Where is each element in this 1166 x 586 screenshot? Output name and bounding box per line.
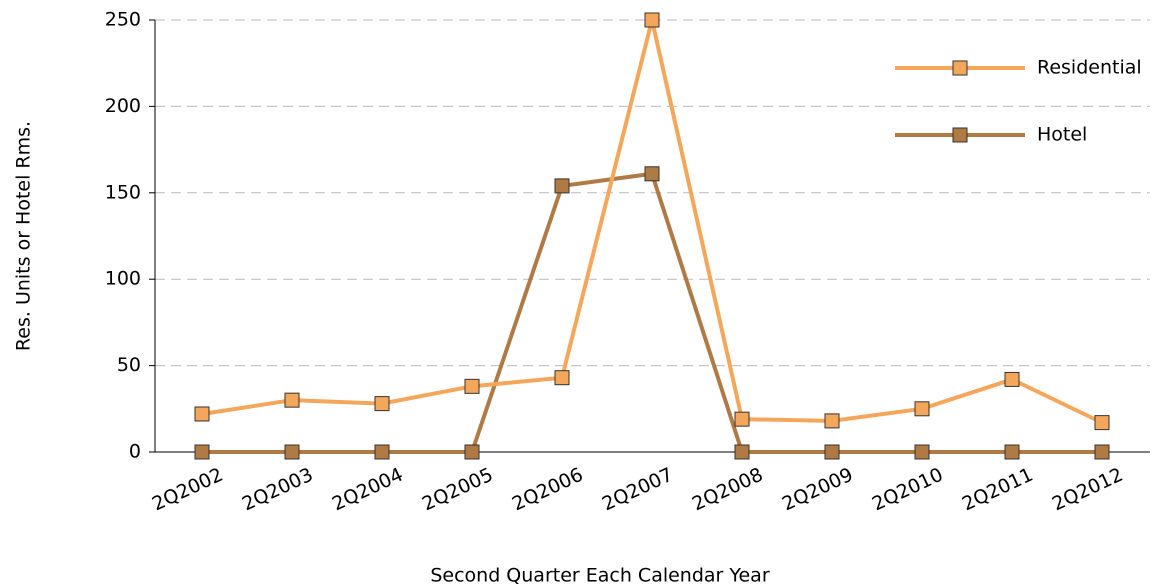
marker bbox=[1004, 371, 1020, 387]
y-axis-label: Res. Units or Hotel Rms. bbox=[13, 121, 35, 351]
marker bbox=[554, 178, 570, 194]
x-tick-label: 2Q2011 bbox=[959, 464, 1037, 516]
marker bbox=[284, 392, 300, 408]
marker bbox=[644, 12, 660, 28]
y-tick-label: 100 bbox=[105, 268, 141, 290]
legend-marker bbox=[952, 127, 968, 143]
marker bbox=[374, 396, 390, 412]
marker bbox=[374, 444, 390, 460]
x-tick-label: 2Q2008 bbox=[689, 464, 767, 516]
x-tick-label: 2Q2003 bbox=[239, 464, 317, 516]
marker bbox=[824, 413, 840, 429]
marker bbox=[914, 401, 930, 417]
x-tick-label: 2Q2006 bbox=[509, 464, 587, 516]
x-tick-label: 2Q2012 bbox=[1049, 464, 1127, 516]
marker bbox=[734, 444, 750, 460]
legend-label: Hotel bbox=[1037, 124, 1087, 146]
marker bbox=[194, 444, 210, 460]
x-tick-label: 2Q2005 bbox=[419, 464, 497, 516]
marker bbox=[644, 166, 660, 182]
y-tick-label: 250 bbox=[105, 9, 141, 31]
x-tick-label: 2Q2007 bbox=[599, 464, 677, 516]
marker bbox=[914, 444, 930, 460]
marker bbox=[194, 406, 210, 422]
line bbox=[201, 19, 1103, 425]
x-axis-label: Second Quarter Each Calendar Year bbox=[430, 565, 769, 586]
marker bbox=[734, 411, 750, 427]
y-tick-label: 50 bbox=[117, 354, 141, 376]
marker bbox=[824, 444, 840, 460]
marker bbox=[1094, 415, 1110, 431]
marker bbox=[464, 444, 480, 460]
legend-marker bbox=[952, 60, 968, 76]
x-tick-label: 2Q2009 bbox=[779, 464, 857, 516]
marker bbox=[1094, 444, 1110, 460]
x-tick-label: 2Q2010 bbox=[869, 464, 947, 516]
marker bbox=[464, 378, 480, 394]
marker bbox=[554, 370, 570, 386]
y-tick-label: 0 bbox=[129, 441, 141, 463]
line bbox=[202, 171, 1102, 454]
x-tick-label: 2Q2004 bbox=[329, 464, 407, 516]
marker bbox=[1004, 444, 1020, 460]
legend-label: Residential bbox=[1037, 57, 1142, 79]
x-tick-label: 2Q2002 bbox=[149, 464, 227, 516]
y-tick-label: 200 bbox=[105, 95, 141, 117]
marker bbox=[284, 444, 300, 460]
y-tick-label: 150 bbox=[105, 181, 141, 203]
